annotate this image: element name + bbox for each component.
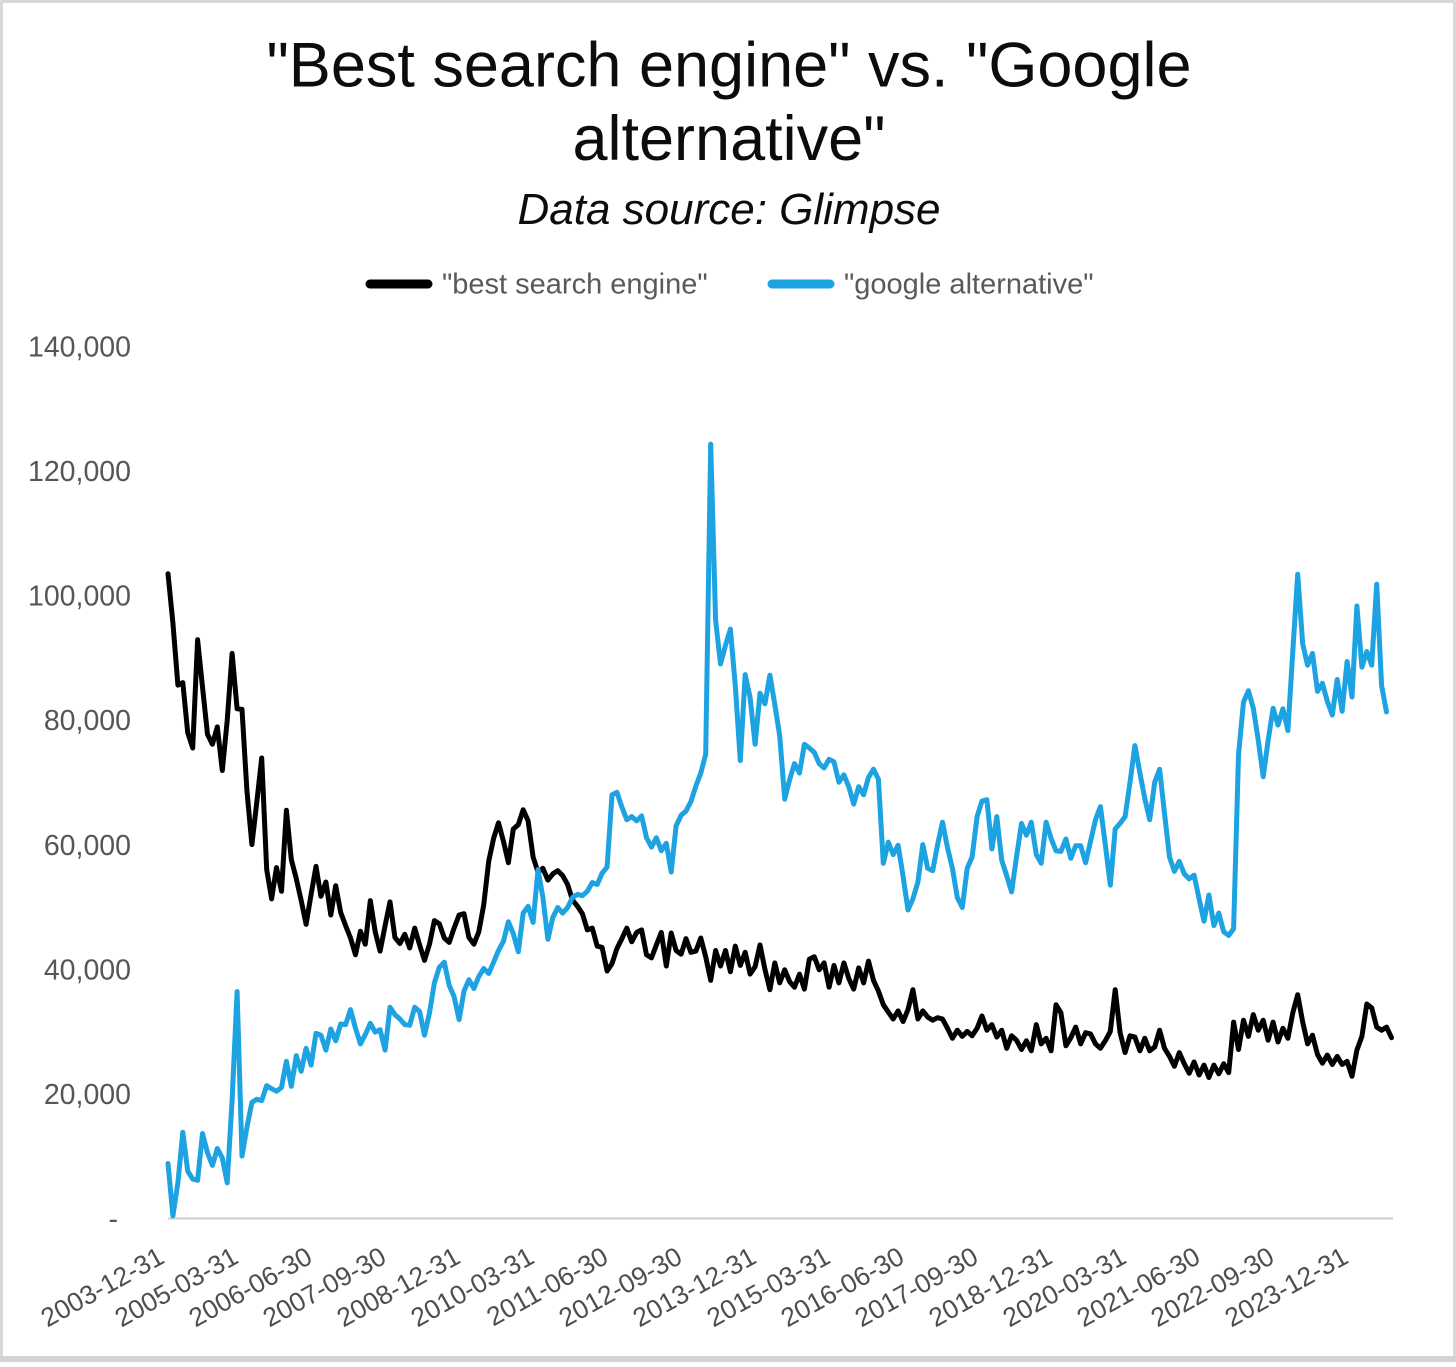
svg-text:"best search engine": "best search engine"	[442, 269, 708, 301]
svg-text:40,000: 40,000	[44, 954, 131, 986]
svg-text:80,000: 80,000	[44, 705, 131, 737]
svg-text:Data source: Glimpse: Data source: Glimpse	[517, 185, 940, 234]
svg-text:100,000: 100,000	[28, 581, 131, 613]
svg-text:"google alternative": "google alternative"	[844, 269, 1094, 301]
svg-text:-: -	[109, 1204, 119, 1236]
svg-text:"Best search engine" vs. "Goog: "Best search engine" vs. "Google	[266, 31, 1191, 101]
svg-text:140,000: 140,000	[28, 332, 131, 364]
svg-text:alternative": alternative"	[572, 104, 885, 174]
svg-text:60,000: 60,000	[44, 830, 131, 862]
svg-text:120,000: 120,000	[28, 456, 131, 488]
svg-text:20,000: 20,000	[44, 1079, 131, 1111]
